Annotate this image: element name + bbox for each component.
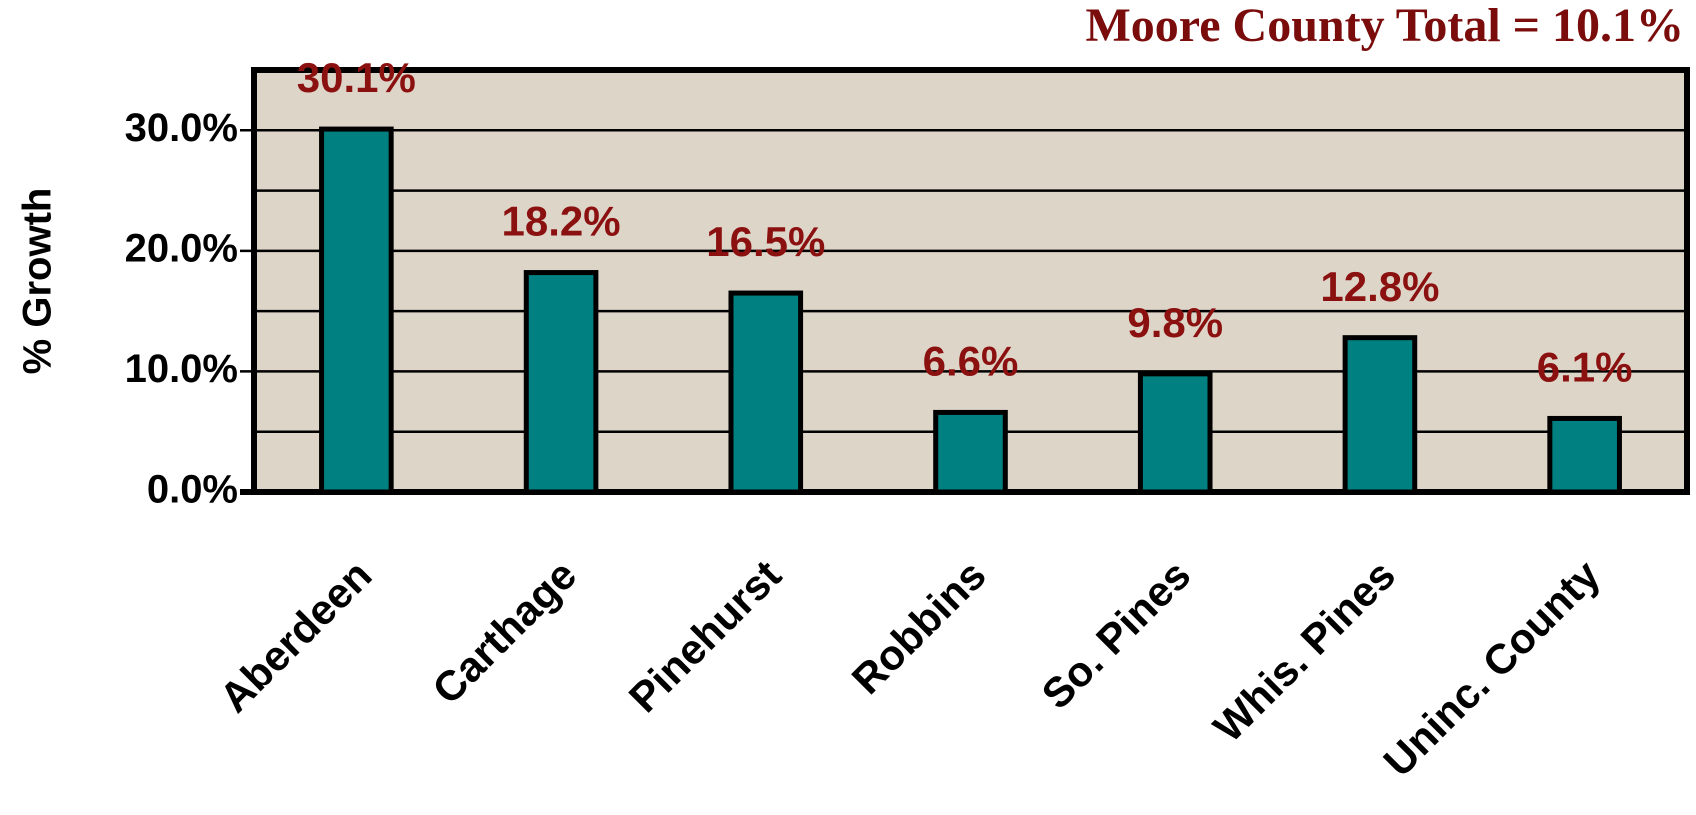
value-label: 6.1% [1537, 344, 1633, 391]
x-tick-label: Uninc. County [1374, 551, 1609, 786]
x-tick-label: Aberdeen [210, 551, 380, 721]
x-tick-label: Carthage [423, 551, 585, 713]
value-label: 16.5% [706, 218, 825, 265]
value-label: 6.6% [923, 338, 1019, 385]
x-tick-label: So. Pines [1033, 551, 1200, 718]
x-tick-label: Whis. Pines [1204, 551, 1404, 751]
bar [933, 409, 1008, 495]
bar [1137, 371, 1213, 495]
y-tick-label: 30.0% [125, 106, 238, 150]
y-tick-label: 20.0% [125, 226, 238, 270]
y-tick-label: 10.0% [125, 347, 238, 391]
bar [728, 290, 804, 495]
bar [1547, 415, 1622, 495]
x-tick-label: Robbins [843, 551, 995, 703]
bar [1342, 335, 1418, 495]
y-axis-label: % Growth [16, 188, 60, 375]
y-tick-label: 0.0% [147, 468, 238, 512]
bar [523, 270, 599, 495]
value-label: 12.8% [1320, 263, 1439, 310]
value-label: 18.2% [502, 198, 621, 245]
chart-title: Moore County Total = 10.1% [1086, 0, 1685, 52]
bar [319, 126, 394, 495]
x-tick-label: Pinehurst [620, 551, 790, 721]
value-label: 9.8% [1127, 299, 1223, 346]
value-label: 30.1% [297, 54, 416, 101]
